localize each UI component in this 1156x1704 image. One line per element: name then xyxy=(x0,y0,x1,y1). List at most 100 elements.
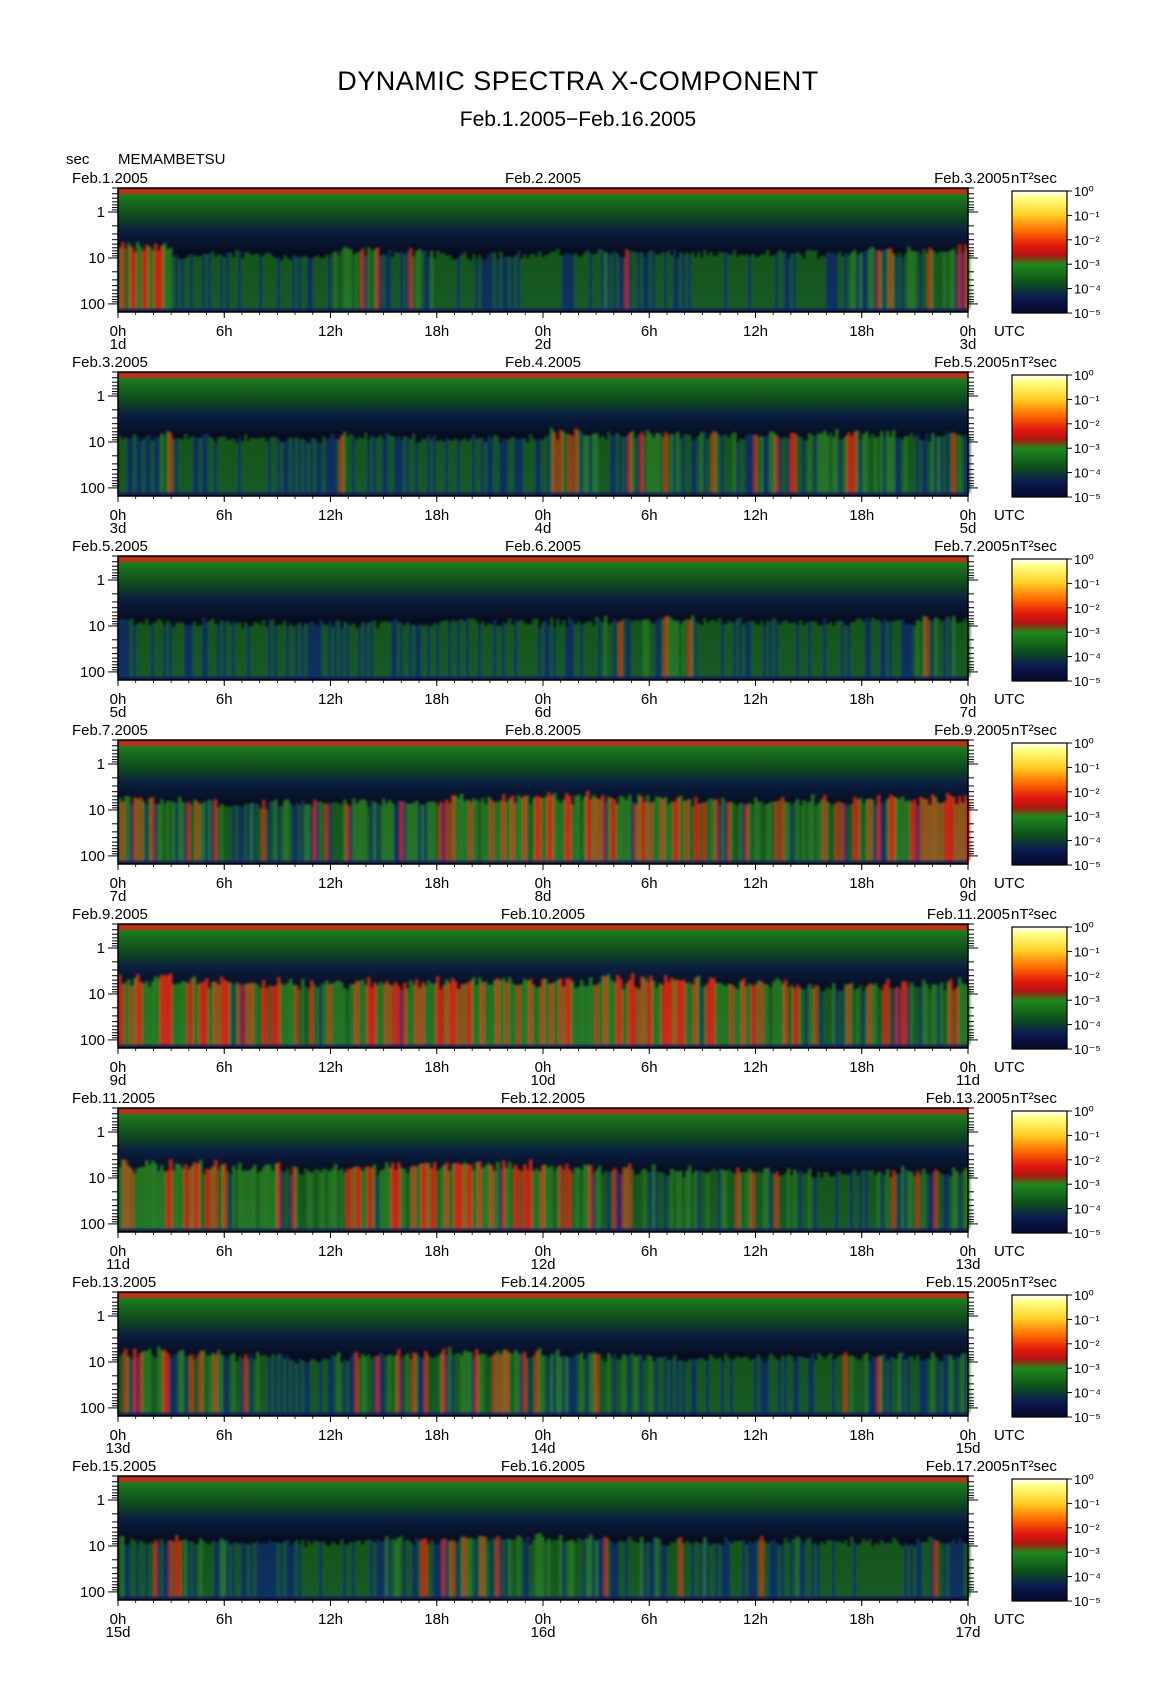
activity-cell xyxy=(418,248,422,309)
activity-cell xyxy=(301,257,305,309)
activity-cell xyxy=(337,980,341,1045)
colorbar-tick-label: 10⁻⁵ xyxy=(1074,674,1101,689)
activity-cell xyxy=(337,620,341,677)
activity-cell xyxy=(688,1165,692,1229)
activity-cell xyxy=(337,803,341,861)
activity-cell xyxy=(694,620,698,677)
activity-cell xyxy=(313,1540,317,1597)
activity-cell xyxy=(148,798,152,861)
activity-cell xyxy=(208,799,212,861)
activity-cell xyxy=(307,624,311,677)
activity-cell xyxy=(229,1544,233,1597)
activity-cell xyxy=(535,1534,539,1597)
activity-cell xyxy=(586,1164,590,1229)
activity-cell xyxy=(370,620,374,677)
activity-cell xyxy=(898,1173,902,1229)
activity-cell xyxy=(796,251,800,309)
activity-cell xyxy=(343,431,347,493)
activity-cell xyxy=(544,1164,548,1229)
activity-cell xyxy=(340,1168,344,1229)
activity-cell xyxy=(496,625,500,677)
activity-cell xyxy=(637,988,641,1045)
activity-cell xyxy=(220,1538,224,1597)
activity-cell xyxy=(865,799,869,861)
x-tick-label: 0h xyxy=(535,1427,552,1444)
activity-cell xyxy=(157,978,161,1045)
activity-cell xyxy=(934,252,938,309)
activity-cell xyxy=(601,435,605,493)
activity-cell xyxy=(706,800,710,861)
activity-cell xyxy=(943,801,947,861)
activity-cell xyxy=(883,249,887,309)
activity-cell xyxy=(187,982,191,1045)
activity-cell xyxy=(820,799,824,861)
spectrogram-panel: Feb.15.2005 Feb.16.2005 Feb.17.2005 nT²sec1… xyxy=(72,1458,1101,1641)
activity-cell xyxy=(787,623,791,677)
x-tick-label: 0h xyxy=(110,1243,127,1260)
activity-cell xyxy=(376,1539,380,1597)
activity-cell xyxy=(328,256,332,309)
activity-cell xyxy=(655,1356,659,1413)
activity-cell xyxy=(217,807,221,861)
activity-cell xyxy=(580,1169,584,1229)
activity-cell xyxy=(382,1168,386,1229)
activity-cell xyxy=(784,619,788,677)
activity-cell xyxy=(919,1359,923,1413)
activity-cell xyxy=(328,621,332,677)
activity-cell xyxy=(298,1173,302,1229)
activity-cell xyxy=(751,620,755,677)
activity-cell xyxy=(448,803,452,861)
activity-cell xyxy=(289,803,293,861)
activity-cell xyxy=(934,437,938,493)
activity-cell xyxy=(490,799,494,861)
activity-cell xyxy=(715,799,719,861)
activity-cell xyxy=(238,984,242,1045)
activity-cell xyxy=(442,1538,446,1597)
activity-cell xyxy=(382,984,386,1045)
activity-cell xyxy=(451,1354,455,1413)
activity-cell xyxy=(172,1541,176,1597)
activity-cell xyxy=(775,801,779,861)
activity-cell xyxy=(688,620,692,677)
activity-cell xyxy=(781,796,785,861)
activity-cell xyxy=(949,795,953,861)
activity-cell xyxy=(706,1360,710,1413)
activity-cell xyxy=(187,1169,191,1229)
activity-cell xyxy=(187,624,191,677)
activity-cell xyxy=(916,1171,920,1229)
activity-cell xyxy=(388,1167,392,1229)
activity-cell xyxy=(769,1353,773,1413)
activity-cell xyxy=(244,1170,248,1229)
activity-cell xyxy=(952,1359,956,1413)
activity-cell xyxy=(940,982,944,1045)
day-label: 4d xyxy=(535,520,552,537)
activity-cell xyxy=(436,1544,440,1597)
activity-cell xyxy=(250,626,254,677)
activity-cell xyxy=(955,434,959,493)
activity-cell xyxy=(358,1167,362,1229)
activity-cell xyxy=(907,1355,911,1413)
activity-cell xyxy=(244,622,248,677)
activity-cell xyxy=(916,805,920,861)
activity-cell xyxy=(817,1545,821,1597)
activity-cell xyxy=(493,802,497,861)
activity-cell xyxy=(757,980,761,1045)
activity-cell xyxy=(913,625,917,677)
activity-cell xyxy=(745,1171,749,1229)
activity-cell xyxy=(460,619,464,677)
activity-cell xyxy=(163,435,167,493)
activity-cell xyxy=(706,622,710,677)
activity-cell xyxy=(646,252,650,309)
activity-cell xyxy=(127,1165,131,1229)
activity-cell xyxy=(589,1165,593,1229)
activity-cell xyxy=(451,795,455,861)
activity-cell xyxy=(415,800,419,861)
activity-cell xyxy=(775,435,779,493)
x-tick-label: 6h xyxy=(216,323,233,340)
colorbar xyxy=(1011,926,1068,1050)
activity-cell xyxy=(391,621,395,677)
activity-cell xyxy=(205,1355,209,1413)
activity-cell xyxy=(943,435,947,493)
activity-cell xyxy=(886,621,890,677)
activity-cell xyxy=(490,1165,494,1229)
